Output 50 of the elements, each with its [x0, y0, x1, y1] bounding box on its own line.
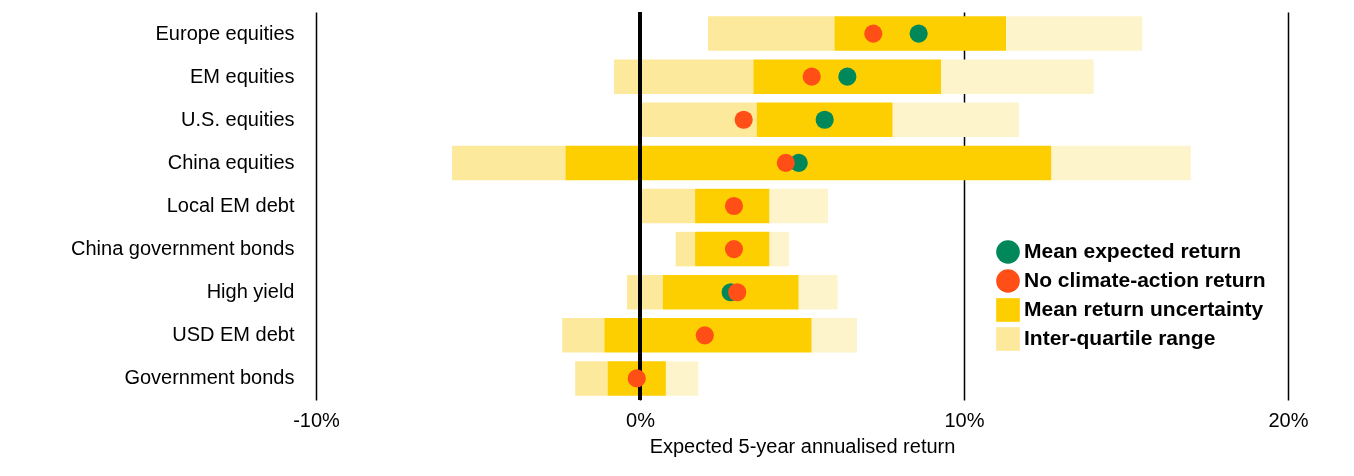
bar — [941, 59, 1094, 94]
bar — [769, 231, 790, 267]
bar — [604, 318, 812, 353]
x-tick-label: 10% — [944, 408, 985, 431]
y-tick-label: EM equities — [190, 64, 295, 87]
bar — [753, 59, 942, 94]
bar — [798, 274, 838, 310]
point — [815, 110, 834, 129]
point — [909, 24, 928, 43]
bar — [665, 361, 699, 396]
bar — [640, 102, 757, 138]
bar — [675, 231, 696, 267]
legend-label: Mean return uncertainty — [1024, 297, 1264, 320]
x-tick-label: 0% — [626, 408, 656, 431]
legend-label: Mean expected return — [1024, 239, 1242, 262]
y-tick-label: USD EM debt — [172, 323, 295, 346]
y-tick-label: Europe equities — [155, 21, 295, 44]
point — [734, 110, 753, 129]
point — [776, 153, 795, 172]
x-axis-title: Expected 5-year annualised return — [649, 434, 956, 457]
bar — [1006, 16, 1143, 51]
bar — [562, 318, 605, 353]
bar — [614, 59, 754, 94]
legend-label: No climate-action return — [1024, 268, 1266, 291]
y-tick-label: China government bonds — [71, 237, 295, 260]
bar — [769, 188, 828, 224]
y-tick-label: Government bonds — [124, 366, 295, 389]
y-tick-label: High yield — [206, 280, 295, 303]
bar — [452, 145, 566, 181]
bar — [708, 16, 835, 51]
y-tick-label: U.S. equities — [181, 107, 295, 130]
x-tick-label: -10% — [293, 408, 341, 431]
bar — [811, 318, 858, 353]
bar — [756, 102, 893, 138]
point — [864, 24, 883, 43]
point — [802, 67, 821, 86]
bar — [834, 16, 1007, 51]
point — [838, 67, 857, 86]
bar — [662, 274, 799, 310]
y-tick-label: Local EM debt — [166, 194, 295, 216]
bar — [575, 361, 608, 396]
bar — [565, 145, 1052, 181]
x-tick-label: 20% — [1268, 408, 1309, 431]
point — [728, 283, 747, 302]
bar — [892, 102, 1020, 138]
bar — [1051, 145, 1191, 181]
legend-label: Inter-quartile range — [1024, 326, 1216, 349]
y-tick-label: China equities — [167, 150, 295, 173]
point — [695, 326, 714, 345]
bar — [640, 188, 696, 224]
